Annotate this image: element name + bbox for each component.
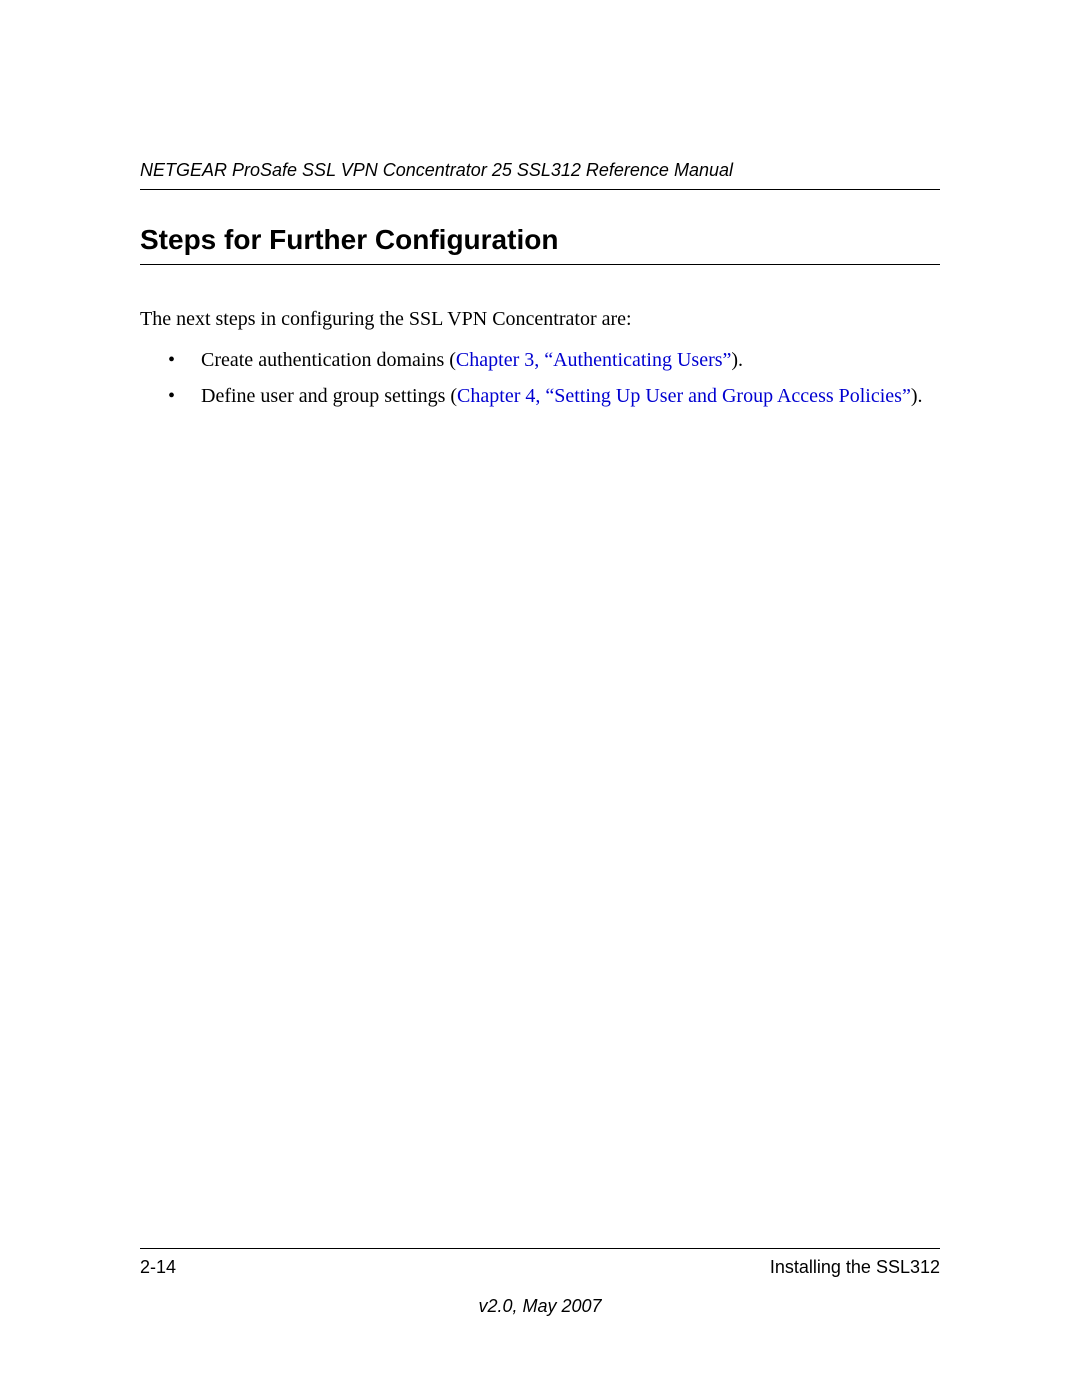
- footer-rule: [140, 1248, 940, 1249]
- footer-version: v2.0, May 2007: [140, 1296, 940, 1317]
- footer-row: 2-14 Installing the SSL312: [140, 1257, 940, 1278]
- list-item: Create authentication domains (Chapter 3…: [140, 345, 940, 375]
- section-title: Steps for Further Configuration: [140, 224, 940, 265]
- page-number: 2-14: [140, 1257, 176, 1278]
- running-header: NETGEAR ProSafe SSL VPN Concentrator 25 …: [140, 160, 940, 190]
- list-item: Define user and group settings (Chapter …: [140, 381, 940, 411]
- bullet-text-prefix: Define user and group settings (: [201, 385, 457, 407]
- bullet-text-suffix: ).: [731, 349, 743, 371]
- bullet-text-prefix: Create authentication domains (: [201, 349, 456, 371]
- bullet-text-suffix: ).: [911, 385, 923, 407]
- cross-reference-link[interactable]: Chapter 3, “Authenticating Users”: [456, 349, 731, 371]
- intro-paragraph: The next steps in configuring the SSL VP…: [140, 305, 940, 333]
- bullet-list: Create authentication domains (Chapter 3…: [140, 345, 940, 411]
- page-footer: 2-14 Installing the SSL312 v2.0, May 200…: [140, 1248, 940, 1317]
- page: NETGEAR ProSafe SSL VPN Concentrator 25 …: [0, 0, 1080, 1397]
- cross-reference-link[interactable]: Chapter 4, “Setting Up User and Group Ac…: [457, 385, 911, 407]
- chapter-title: Installing the SSL312: [770, 1257, 940, 1278]
